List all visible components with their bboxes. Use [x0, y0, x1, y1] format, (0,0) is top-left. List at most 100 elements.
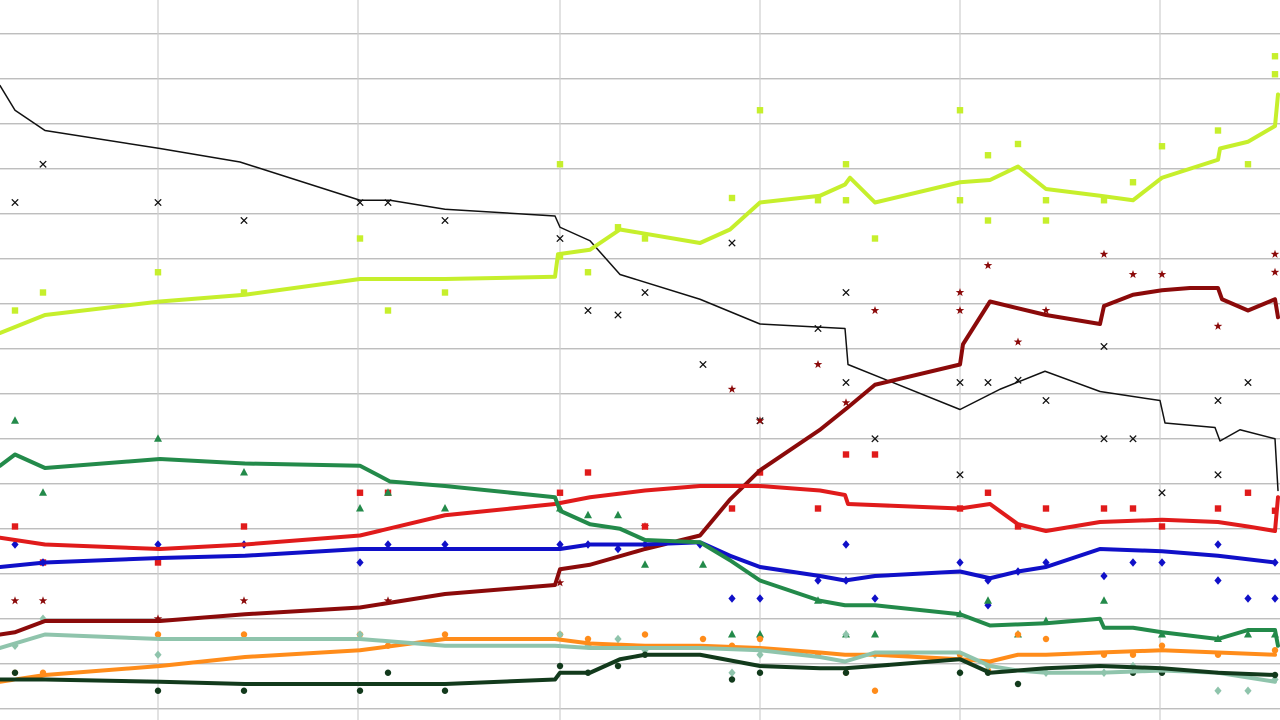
- poll-marker: [1157, 270, 1167, 279]
- poll-marker: [614, 544, 622, 554]
- poll-marker: [641, 631, 649, 638]
- trend-line: [0, 286, 1280, 637]
- poll-marker: [1013, 337, 1023, 346]
- poll-marker: [1158, 523, 1166, 530]
- poll-marker: [584, 510, 592, 519]
- poll-marker: [814, 505, 822, 512]
- poll-marker: [1042, 505, 1050, 512]
- poll-marker: [1271, 594, 1279, 603]
- poll-marker: [614, 662, 622, 670]
- poll-marker: [641, 560, 649, 568]
- poll-marker: [984, 596, 992, 604]
- poll-marker: [441, 631, 449, 638]
- poll-marker: [556, 234, 564, 243]
- poll-marker: [1244, 378, 1252, 387]
- poll-marker: [842, 288, 850, 297]
- poll-marker: [842, 630, 850, 639]
- poll-marker: [1214, 576, 1222, 585]
- poll-marker: [1213, 321, 1223, 330]
- poll-marker: [956, 558, 964, 567]
- poll-marker: [154, 540, 162, 549]
- poll-marker: [154, 198, 162, 207]
- poll-marker: [1042, 635, 1050, 643]
- poll-marker: [1014, 631, 1022, 638]
- poll-marker: [154, 269, 162, 276]
- trend-line: [0, 452, 1280, 648]
- poll-marker: [984, 378, 992, 387]
- poll-marker: [441, 216, 449, 225]
- poll-marker: [956, 197, 964, 204]
- poll-marker: [240, 687, 248, 694]
- poll-marker: [984, 489, 992, 496]
- poll-marker: [1244, 686, 1252, 695]
- poll-marker: [441, 289, 449, 296]
- trend-line: [0, 637, 1277, 684]
- poll-marker: [842, 451, 850, 458]
- poll-marker: [154, 631, 162, 638]
- poll-marker: [956, 378, 964, 387]
- poll-marker: [699, 360, 707, 369]
- poll-marker: [240, 523, 248, 530]
- poll-marker: [11, 416, 19, 424]
- poll-marker: [1042, 217, 1050, 224]
- poll-marker: [1214, 686, 1222, 695]
- poll-marker: [813, 360, 823, 369]
- poll-marker: [1158, 642, 1166, 649]
- poll-marker: [38, 596, 48, 605]
- poll-marker: [1214, 396, 1222, 405]
- trend-line: [0, 540, 1277, 583]
- poll-marker: [1042, 197, 1050, 204]
- poll-marker: [955, 306, 965, 315]
- poll-marker: [871, 435, 879, 443]
- poll-marker: [1014, 523, 1022, 530]
- poll-marker: [956, 669, 964, 676]
- poll-marker: [641, 288, 649, 297]
- poll-marker: [728, 194, 736, 202]
- poll-marker: [11, 307, 19, 314]
- poll-marker: [1214, 505, 1222, 512]
- poll-marker: [756, 594, 764, 603]
- poll-marker: [842, 197, 850, 204]
- poll-marker: [842, 669, 850, 676]
- poll-marker: [10, 596, 20, 605]
- poll-marker: [1214, 127, 1222, 134]
- poll-marker: [153, 614, 163, 623]
- poll-marker: [240, 216, 248, 225]
- poll-marker: [154, 650, 162, 659]
- poll-marker: [154, 687, 162, 694]
- trend-line: [0, 652, 1277, 686]
- poll-marker: [584, 306, 592, 315]
- poll-marker: [384, 307, 392, 314]
- poll-marker: [11, 198, 19, 207]
- poll-marker: [871, 594, 879, 603]
- poll-marker: [356, 235, 364, 242]
- poll-marker: [756, 107, 764, 114]
- poll-marker: [871, 630, 879, 638]
- poll-marker: [955, 288, 965, 297]
- poll-marker: [239, 596, 249, 605]
- poll-marker: [1244, 489, 1252, 496]
- poll-marker: [614, 634, 622, 644]
- poll-marker: [728, 505, 736, 512]
- poll-marker: [356, 558, 364, 567]
- poll-marker: [641, 235, 649, 242]
- poll-marker: [1128, 270, 1138, 279]
- poll-marker: [1271, 53, 1279, 60]
- poll-marker: [584, 269, 592, 276]
- poll-marker: [1100, 342, 1108, 351]
- poll-marker: [983, 261, 993, 270]
- poll-marker: [1270, 267, 1280, 276]
- poll-marker: [384, 669, 392, 676]
- poll-marker: [555, 578, 565, 587]
- poll-marker: [728, 594, 736, 603]
- poll-marker: [556, 630, 564, 639]
- poll-marker: [984, 152, 992, 159]
- poll-marker: [1244, 594, 1252, 603]
- poll-marker: [1042, 396, 1050, 405]
- poll-marker: [1244, 630, 1252, 638]
- poll-marker: [1100, 505, 1108, 512]
- poll-marker: [756, 650, 764, 659]
- poll-marker: [755, 416, 765, 425]
